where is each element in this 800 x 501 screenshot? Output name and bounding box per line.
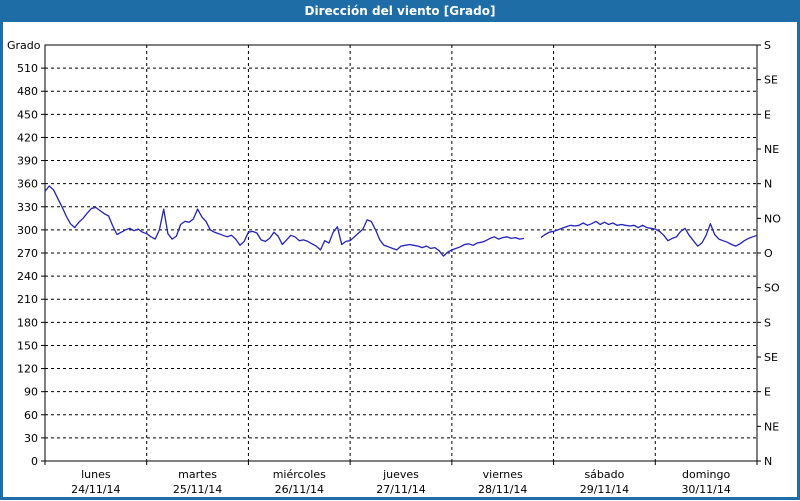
day-date-label: 25/11/14 xyxy=(173,483,222,496)
y-tick-label: 270 xyxy=(17,247,38,260)
window-title: Dirección del viento [Grado] xyxy=(0,0,800,22)
day-name-label: viernes xyxy=(483,468,523,481)
y-tick-label: 150 xyxy=(17,339,38,352)
compass-label: SE xyxy=(764,351,778,364)
compass-label: NE xyxy=(764,420,779,433)
compass-label: SO xyxy=(764,282,780,295)
day-name-label: miércoles xyxy=(273,468,326,481)
y-tick-label: 300 xyxy=(17,224,38,237)
y-tick-label: 450 xyxy=(17,108,38,121)
y-tick-label: 330 xyxy=(17,201,38,214)
y-tick-label: 90 xyxy=(24,386,38,399)
compass-label: NO xyxy=(764,212,781,225)
compass-label: S xyxy=(764,316,771,329)
compass-label: E xyxy=(764,108,771,121)
day-name-label: martes xyxy=(178,468,217,481)
day-name-label: lunes xyxy=(81,468,111,481)
compass-label: N xyxy=(764,455,772,468)
compass-label: E xyxy=(764,386,771,399)
compass-label: SE xyxy=(764,74,778,87)
day-name-label: domingo xyxy=(682,468,730,481)
compass-label: N xyxy=(764,178,772,191)
day-date-label: 27/11/14 xyxy=(376,483,425,496)
day-name-label: sábado xyxy=(584,468,624,481)
y-axis-title: Grado xyxy=(7,39,41,52)
y-tick-label: 240 xyxy=(17,270,38,283)
y-tick-label: 0 xyxy=(31,455,38,468)
day-date-label: 30/11/14 xyxy=(681,483,730,496)
day-date-label: 24/11/14 xyxy=(71,483,120,496)
chart-svg: 0 30 60 90 120 150 180 210 240 270 300 330 360 390 420… xyxy=(7,39,781,496)
compass-label: S xyxy=(764,39,771,52)
y-tick-label: 30 xyxy=(24,432,38,445)
y-tick-label: 390 xyxy=(17,155,38,168)
wind-direction-line xyxy=(44,185,758,257)
y-tick-label: 420 xyxy=(17,131,38,144)
day-date-label: 29/11/14 xyxy=(580,483,629,496)
y-tick-label: 210 xyxy=(17,293,38,306)
y-tick-label: 510 xyxy=(17,62,38,75)
day-date-label: 28/11/14 xyxy=(478,483,527,496)
y-tick-label: 120 xyxy=(17,363,38,376)
compass-label: O xyxy=(764,247,773,260)
y-tick-label: 480 xyxy=(17,85,38,98)
y-tick-label: 180 xyxy=(17,316,38,329)
day-name-label: jueves xyxy=(382,468,419,481)
day-date-label: 26/11/14 xyxy=(275,483,324,496)
compass-label: NE xyxy=(764,143,779,156)
y-tick-label: 60 xyxy=(24,409,38,422)
chart-area: 0 30 60 90 120 150 180 210 240 270 300 330 360 390 420… xyxy=(3,22,797,497)
y-tick-label: 360 xyxy=(17,178,38,191)
